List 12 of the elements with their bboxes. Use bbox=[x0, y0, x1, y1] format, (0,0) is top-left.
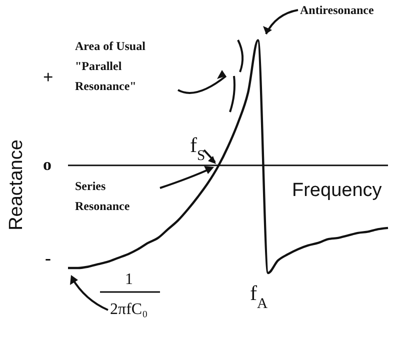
text: + bbox=[43, 67, 54, 87]
text: Antiresonance bbox=[300, 3, 374, 17]
text: 2πfC₀ bbox=[110, 301, 148, 318]
text: o bbox=[43, 155, 52, 174]
x-axis-title: Frequency bbox=[292, 180, 382, 201]
text: - bbox=[45, 248, 51, 268]
text: f$_{A}$ bbox=[250, 281, 268, 312]
annotation: f$_{S}$ bbox=[190, 133, 206, 164]
annotation: Area of Usual "Parallel Resonance" bbox=[75, 39, 146, 93]
y-axis-title: Reactance bbox=[6, 140, 27, 230]
annotation: Series Resonance bbox=[75, 179, 130, 213]
annotation: 1 bbox=[125, 271, 133, 288]
